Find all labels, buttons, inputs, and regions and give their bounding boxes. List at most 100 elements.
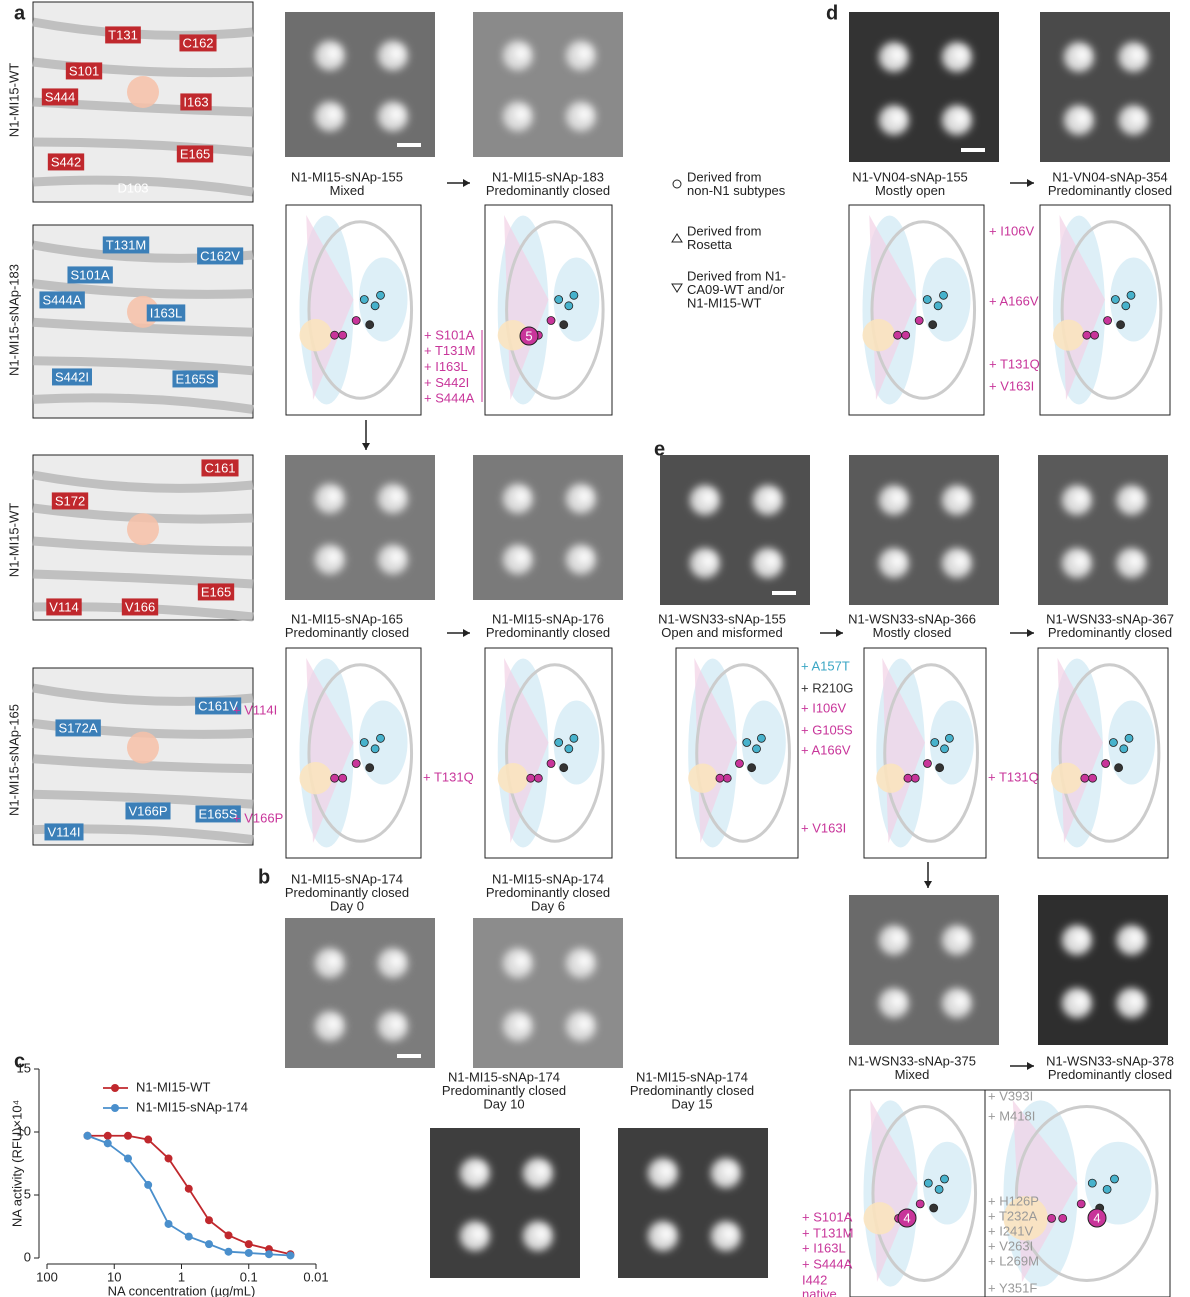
particle-core: [1131, 49, 1143, 61]
residue-marker: [1125, 734, 1133, 742]
y-tick-label: 5: [24, 1186, 31, 1201]
row-label: N1-MI15-WT: [6, 63, 21, 137]
particle-core: [1074, 555, 1086, 567]
residue-marker: [331, 331, 339, 339]
caption: Predominantly closed: [1048, 183, 1172, 198]
particle-core: [327, 1018, 339, 1030]
y-tick-label: 0: [24, 1249, 31, 1264]
residue-marker: [915, 317, 923, 325]
residue-marker: [555, 739, 563, 747]
data-point: [165, 1220, 173, 1228]
residue-marker: [570, 291, 578, 299]
caption: Day 15: [671, 1096, 712, 1111]
caption: Mixed: [895, 1067, 930, 1082]
residue-label: S172A: [58, 720, 97, 735]
residue-marker: [934, 302, 942, 310]
legend-symbol: [672, 284, 682, 292]
legend-label: N1-MI15-sNAp-174: [136, 1099, 248, 1114]
residue-marker: [360, 296, 368, 304]
residue-marker: [534, 774, 542, 782]
particle-core: [327, 955, 339, 967]
particle-core: [723, 1165, 735, 1177]
residue-marker: [904, 774, 912, 782]
residue-label: V166P: [128, 803, 167, 818]
residue-marker: [911, 774, 919, 782]
residue-marker: [923, 760, 931, 768]
caption: Mixed: [330, 183, 365, 198]
mutation: + V114I: [233, 702, 277, 717]
calcium-site: [1051, 763, 1082, 794]
particle-core: [535, 1165, 547, 1177]
data-point: [104, 1132, 112, 1140]
micrograph: [849, 895, 999, 1045]
residue-marker: [1117, 321, 1125, 329]
caption: Day 6: [531, 898, 565, 913]
legend-symbol: [673, 180, 681, 188]
x-tick-label: 0.01: [303, 1269, 328, 1284]
mutation: + T131Q: [423, 769, 474, 784]
residue-marker: [555, 296, 563, 304]
residue-marker: [1083, 331, 1091, 339]
panel-label: a: [14, 2, 26, 24]
scale-bar: [772, 591, 796, 595]
particle-core: [954, 112, 966, 124]
residue-label: T131M: [106, 237, 146, 252]
mutation: + V393I: [988, 1088, 1033, 1103]
mutation: + S101A: [802, 1209, 853, 1224]
particle-core: [390, 108, 402, 120]
particle-core: [390, 955, 402, 967]
residue-marker: [743, 739, 751, 747]
data-point: [165, 1154, 173, 1162]
residue-marker: [929, 321, 937, 329]
arrow-head: [836, 629, 843, 637]
particle-core: [1076, 112, 1088, 124]
legend-marker: [111, 1084, 119, 1092]
micrograph: [285, 12, 435, 157]
residue-marker: [1077, 1200, 1085, 1208]
particle-core: [1076, 49, 1088, 61]
particle-core: [891, 49, 903, 61]
ion: [127, 76, 159, 108]
residue-label: E165S: [175, 371, 214, 386]
data-point: [265, 1250, 273, 1258]
residue-label: E165: [180, 146, 210, 161]
residue-label: S101A: [70, 267, 109, 282]
caption: Predominantly closed: [486, 183, 610, 198]
y-axis-label: NA activity (RFU)×10⁴: [9, 1100, 24, 1227]
residue-label: C161: [204, 460, 235, 475]
residue-marker: [331, 774, 339, 782]
residue-marker: [902, 331, 910, 339]
residue-label: C162V: [200, 248, 240, 263]
micrograph: [473, 455, 623, 600]
legend-text: non-N1 subtypes: [687, 183, 786, 198]
x-tick-label: 10: [107, 1269, 121, 1284]
residue-marker: [527, 774, 535, 782]
x-tick-label: 100: [36, 1269, 58, 1284]
data-point: [205, 1240, 213, 1248]
mutation: + G105S: [801, 722, 853, 737]
particle-core: [891, 995, 903, 1007]
residue-marker: [930, 1204, 938, 1212]
data-point: [124, 1154, 132, 1162]
residue-marker: [1103, 1185, 1111, 1193]
particle-core: [891, 932, 903, 944]
residue-label: T131: [108, 27, 138, 42]
particle-core: [723, 1228, 735, 1240]
residue-marker: [560, 321, 568, 329]
particle-core: [954, 995, 966, 1007]
mutation: + H126P: [988, 1193, 1039, 1208]
micrograph: [618, 1128, 768, 1278]
scale-bar: [397, 143, 421, 147]
particle-core: [515, 551, 527, 563]
residue-marker: [916, 1200, 924, 1208]
micrograph: [1038, 455, 1168, 605]
particle-core: [891, 555, 903, 567]
residue-marker: [1127, 291, 1135, 299]
micrograph: [1038, 895, 1168, 1045]
figure: abcdeN1-MI15-WTT131C162S101I163S444S442E…: [0, 0, 1190, 1297]
mutation: + T131M: [802, 1225, 853, 1240]
caption: Predominantly closed: [285, 625, 409, 640]
residue-marker: [377, 734, 385, 742]
particle-core: [765, 555, 777, 567]
data-point: [225, 1248, 233, 1256]
